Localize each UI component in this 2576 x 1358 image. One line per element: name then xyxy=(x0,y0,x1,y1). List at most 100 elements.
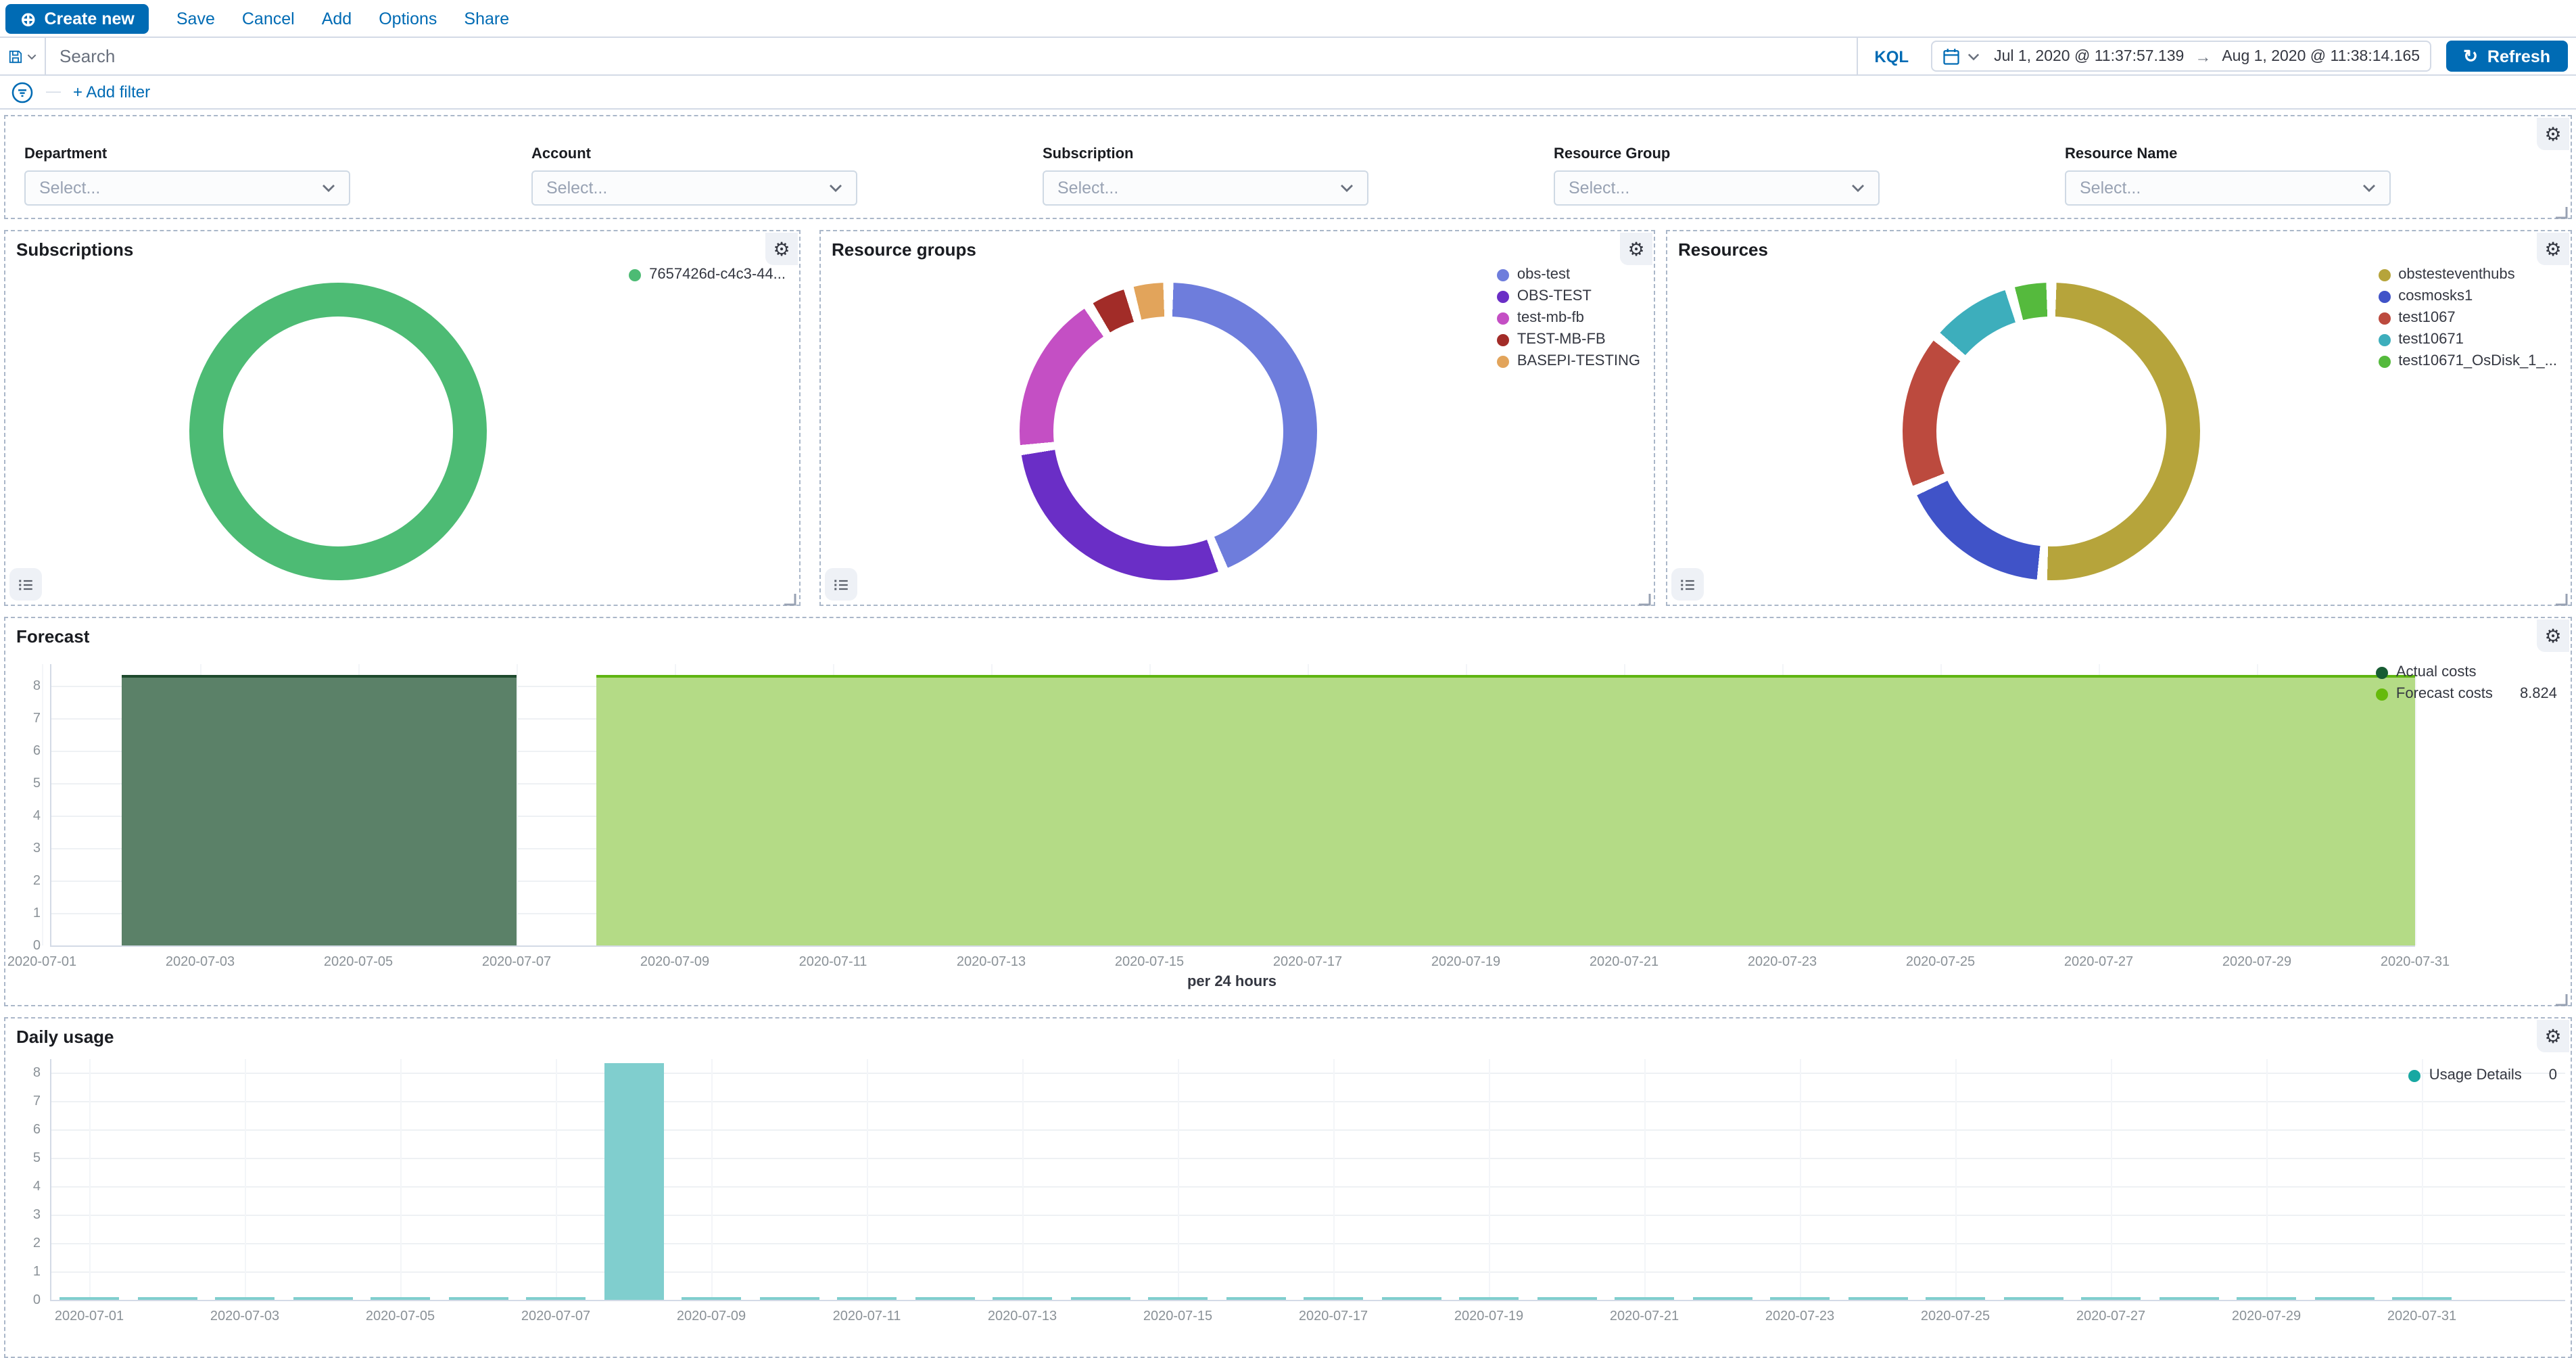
select-placeholder: Select... xyxy=(2080,179,2141,197)
y-axis-tick: 1 xyxy=(14,906,41,921)
panel-settings-gear-icon[interactable]: ⚙ xyxy=(765,233,798,265)
legend-item[interactable]: TEST-MB-FB xyxy=(1497,331,1606,348)
usage-bar[interactable] xyxy=(1459,1297,1519,1300)
filter-select-account[interactable]: Select... xyxy=(531,170,857,206)
filter-select-subscription[interactable]: Select... xyxy=(1043,170,1368,206)
usage-bar[interactable] xyxy=(1770,1297,1830,1300)
usage-bar[interactable] xyxy=(215,1297,275,1300)
legend-item[interactable]: Forecast costs8.824 xyxy=(2376,686,2557,702)
legend-item[interactable]: test1067 xyxy=(2378,310,2455,326)
usage-bar[interactable] xyxy=(759,1297,819,1300)
legend-item[interactable]: 7657426d-c4c3-44... xyxy=(629,266,786,283)
daily-usage-bar-chart[interactable]: 0123456782020-07-012020-07-032020-07-052… xyxy=(5,1018,2571,1357)
legend-dot-icon xyxy=(1497,268,1509,281)
filter-field-resource-name: Resource NameSelect... xyxy=(2065,146,2391,206)
menu-item-cancel[interactable]: Cancel xyxy=(242,9,295,28)
legend-item[interactable]: Usage Details0 xyxy=(2409,1067,2557,1083)
usage-bar[interactable] xyxy=(2159,1297,2218,1300)
usage-bar[interactable] xyxy=(1692,1297,1752,1300)
panel-resize-handle[interactable] xyxy=(2554,989,2568,1002)
usage-bar[interactable] xyxy=(1148,1297,1208,1300)
date-range-end[interactable]: Aug 1, 2020 @ 11:38:14.165 xyxy=(2222,48,2420,64)
usage-bar[interactable] xyxy=(915,1297,974,1300)
menu-item-options[interactable]: Options xyxy=(379,9,437,28)
usage-bar[interactable] xyxy=(1848,1297,1907,1300)
usage-bar[interactable] xyxy=(293,1297,352,1300)
legend-item[interactable]: test10671_OsDisk_1_... xyxy=(2378,353,2557,369)
area-series-forecast-costs[interactable] xyxy=(596,674,2415,945)
legend-item[interactable]: test10671 xyxy=(2378,331,2464,348)
legend-toggle-icon[interactable] xyxy=(9,568,42,601)
usage-bar[interactable] xyxy=(682,1297,741,1300)
usage-bar[interactable] xyxy=(2081,1297,2141,1300)
legend-item[interactable]: obs-test xyxy=(1497,266,1570,283)
y-axis-tick: 7 xyxy=(14,1094,41,1109)
query-language-button[interactable]: KQL xyxy=(1857,38,1925,74)
add-filter-button[interactable]: + Add filter xyxy=(73,83,150,101)
forecast-area-chart[interactable]: 0123456782020-07-012020-07-032020-07-052… xyxy=(5,618,2571,1005)
subscriptions-donut-chart[interactable] xyxy=(189,283,487,580)
usage-bar[interactable] xyxy=(1615,1297,1674,1300)
legend-label: obs-test xyxy=(1517,266,1570,283)
usage-bar[interactable] xyxy=(1926,1297,1985,1300)
panel-settings-gear-icon[interactable]: ⚙ xyxy=(2537,118,2569,150)
saved-query-menu-button[interactable] xyxy=(0,38,46,74)
panel-resize-handle[interactable] xyxy=(1638,588,1651,602)
donut-hole xyxy=(1936,317,2166,546)
date-range-start[interactable]: Jul 1, 2020 @ 11:37:57.139 xyxy=(1994,48,2184,64)
menu-item-add[interactable]: Add xyxy=(322,9,352,28)
panel-resize-handle[interactable] xyxy=(2554,202,2568,215)
usage-bar[interactable] xyxy=(837,1297,897,1300)
usage-bar[interactable] xyxy=(2392,1297,2452,1300)
filter-select-department[interactable]: Select... xyxy=(24,170,350,206)
legend-item[interactable]: BASEPI-TESTING xyxy=(1497,353,1640,369)
x-axis-tick: 2020-07-29 xyxy=(2232,1309,2301,1324)
filter-select-resource-group[interactable]: Select... xyxy=(1554,170,1880,206)
usage-bar[interactable] xyxy=(1304,1297,1363,1300)
usage-bar[interactable] xyxy=(2003,1297,2063,1300)
usage-bar[interactable] xyxy=(59,1297,119,1300)
daily-usage-legend: Usage Details0 xyxy=(2409,1067,2557,1083)
menu-item-save[interactable]: Save xyxy=(176,9,215,28)
panel-resize-handle[interactable] xyxy=(2554,588,2568,602)
resources-legend: obstesteventhubs cosmosks1 test1067 test106… xyxy=(2378,266,2557,369)
legend-toggle-icon[interactable] xyxy=(825,568,857,601)
legend-item[interactable]: test-mb-fb xyxy=(1497,310,1584,326)
legend-item[interactable]: OBS-TEST xyxy=(1497,288,1592,304)
panel-settings-gear-icon[interactable]: ⚙ xyxy=(1620,233,1652,265)
area-series-actual-costs[interactable] xyxy=(121,674,517,945)
usage-bar[interactable] xyxy=(1226,1297,1285,1300)
panel-settings-gear-icon[interactable]: ⚙ xyxy=(2537,233,2569,265)
legend-toggle-icon[interactable] xyxy=(1671,568,1704,601)
date-range-picker[interactable]: Jul 1, 2020 @ 11:37:57.139 → Aug 1, 2020… xyxy=(1930,41,2431,72)
usage-bar[interactable] xyxy=(371,1297,430,1300)
create-new-button[interactable]: ⊕ Create new xyxy=(5,3,149,33)
select-placeholder: Select... xyxy=(1057,179,1118,197)
plus-in-circle-icon: ⊕ xyxy=(20,9,36,28)
usage-bar[interactable] xyxy=(993,1297,1052,1300)
panel-resize-handle[interactable] xyxy=(783,588,796,602)
usage-bar[interactable] xyxy=(448,1297,508,1300)
legend-item[interactable]: Actual costs xyxy=(2376,664,2477,680)
filter-field-label: Resource Group xyxy=(1554,146,1880,162)
usage-bar[interactable] xyxy=(137,1297,197,1300)
usage-bar[interactable] xyxy=(1381,1297,1441,1300)
usage-bar[interactable] xyxy=(1537,1297,1596,1300)
usage-bar[interactable] xyxy=(526,1297,586,1300)
legend-item[interactable]: obstesteventhubs xyxy=(2378,266,2514,283)
search-input[interactable] xyxy=(46,38,1857,74)
usage-bar[interactable] xyxy=(2237,1297,2296,1300)
resources-donut-chart[interactable] xyxy=(1903,283,2200,580)
legend-item[interactable]: cosmosks1 xyxy=(2378,288,2473,304)
panel-title: Resources xyxy=(1678,239,1768,260)
refresh-button[interactable]: ↻ Refresh xyxy=(2446,41,2568,72)
panel-title: Resource groups xyxy=(832,239,976,260)
x-axis-tick: 2020-07-25 xyxy=(1906,955,1975,970)
y-axis-tick: 3 xyxy=(14,841,41,856)
usage-bar[interactable] xyxy=(2314,1297,2374,1300)
resource-groups-donut-chart[interactable] xyxy=(1020,283,1317,580)
usage-bar[interactable] xyxy=(1070,1297,1130,1300)
filter-select-resource-name[interactable]: Select... xyxy=(2065,170,2391,206)
usage-bar[interactable] xyxy=(604,1062,663,1300)
menu-item-share[interactable]: Share xyxy=(464,9,509,28)
